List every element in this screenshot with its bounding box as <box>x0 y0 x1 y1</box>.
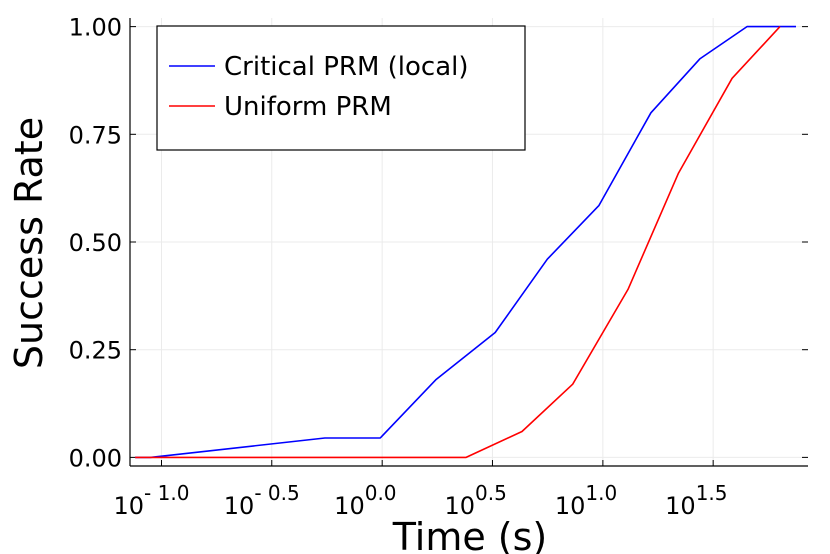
axes <box>129 18 808 467</box>
x-tick-exponent: - 0.5 <box>254 481 299 505</box>
x-tick-base: 10 <box>444 492 475 520</box>
x-tick-base: 10 <box>665 492 696 520</box>
x-tick-base: 10 <box>555 492 586 520</box>
x-tick-label: 100.5 <box>444 481 506 520</box>
y-tick-label: 0.75 <box>69 121 122 149</box>
legend-label-1: Uniform PRM <box>224 92 392 122</box>
x-tick-exponent: 1.5 <box>696 481 728 505</box>
x-tick-base: 10 <box>224 492 255 520</box>
x-tick-label: 10- 1.0 <box>113 481 189 520</box>
x-axis-title: Time (s) <box>392 515 548 554</box>
y-tick-label: 0.00 <box>69 444 122 472</box>
x-tick-base: 10 <box>334 492 365 520</box>
data-series <box>135 25 796 459</box>
x-tick-exponent: 0.0 <box>365 481 397 505</box>
legend-box <box>156 25 526 151</box>
x-tick-label: 101.0 <box>555 481 617 520</box>
y-tick-label: 0.50 <box>69 229 122 257</box>
y-tick-label: 1.00 <box>69 14 122 42</box>
series-line-1 <box>135 26 781 459</box>
series-line-0 <box>135 25 796 459</box>
x-tick-label: 101.5 <box>665 481 727 520</box>
legend: Critical PRM (local) Uniform PRM <box>156 25 526 151</box>
x-tick-labels: 10- 1.0 10- 0.5 100.0 100.5 101.0 101.5 <box>113 481 727 520</box>
x-tick-exponent: 0.5 <box>475 481 507 505</box>
y-axis-title: Success Rate <box>7 117 51 369</box>
x-tick-exponent: - 1.0 <box>144 481 189 505</box>
x-tick-label: 10- 0.5 <box>224 481 300 520</box>
x-tick-label: 100.0 <box>334 481 396 520</box>
legend-label-0: Critical PRM (local) <box>224 52 469 82</box>
x-tick-base: 10 <box>113 492 144 520</box>
y-tick-labels: 0.00 0.25 0.50 0.75 1.00 <box>69 14 122 473</box>
y-tick-label: 0.25 <box>69 337 122 365</box>
x-tick-exponent: 1.0 <box>585 481 617 505</box>
